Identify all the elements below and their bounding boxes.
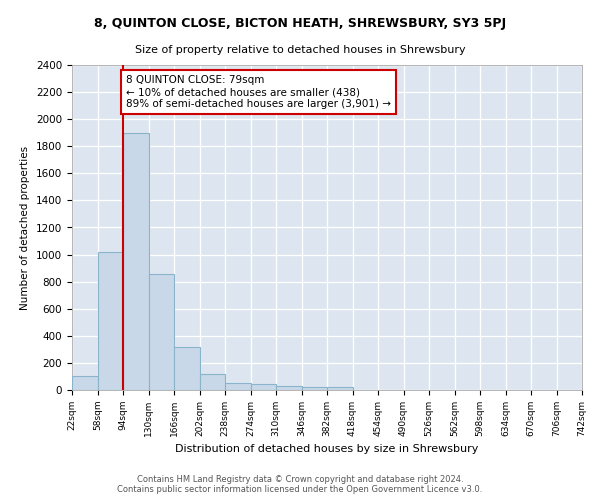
Text: 8, QUINTON CLOSE, BICTON HEATH, SHREWSBURY, SY3 5PJ: 8, QUINTON CLOSE, BICTON HEATH, SHREWSBU… <box>94 18 506 30</box>
Bar <box>174 346 199 390</box>
Bar <box>72 376 97 390</box>
Y-axis label: Number of detached properties: Number of detached properties <box>20 146 31 310</box>
Bar <box>123 132 149 390</box>
X-axis label: Distribution of detached houses by size in Shrewsbury: Distribution of detached houses by size … <box>175 444 479 454</box>
Text: Contains HM Land Registry data © Crown copyright and database right 2024.
Contai: Contains HM Land Registry data © Crown c… <box>118 474 482 494</box>
Bar <box>302 388 327 390</box>
Bar <box>199 374 225 390</box>
Bar <box>225 382 251 390</box>
Text: Size of property relative to detached houses in Shrewsbury: Size of property relative to detached ho… <box>134 45 466 55</box>
Bar <box>149 274 174 390</box>
Bar <box>97 252 123 390</box>
Bar <box>276 386 302 390</box>
Bar <box>327 388 353 390</box>
Text: 8 QUINTON CLOSE: 79sqm
← 10% of detached houses are smaller (438)
89% of semi-de: 8 QUINTON CLOSE: 79sqm ← 10% of detached… <box>126 76 391 108</box>
Bar <box>251 384 276 390</box>
